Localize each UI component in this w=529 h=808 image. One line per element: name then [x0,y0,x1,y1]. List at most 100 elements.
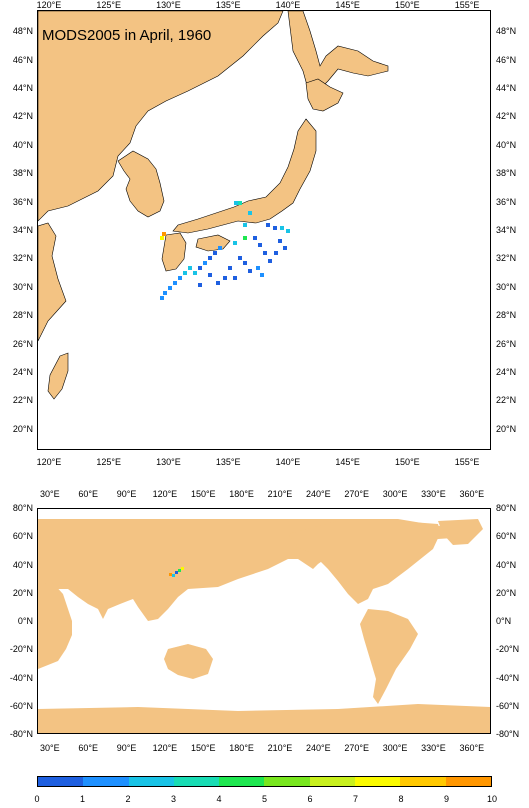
lat-tick-right: 36°N [496,196,517,207]
lat-tick-right: 38°N [496,168,517,179]
global-lon-tick-bottom: 300°E [382,743,408,753]
global-lon-tick-top: 360°E [459,489,485,499]
global-observation-cells [169,567,184,577]
global-lon-tick-bottom: 330°E [421,743,446,753]
global-lon-tick-bottom: 30°E [39,743,60,753]
lat-tick-left: 24°N [12,366,33,377]
global-lon-tick-bottom: 240°E [306,743,331,753]
land-australia [164,644,213,679]
land-south-america [360,609,418,704]
global-lon-tick-bottom: 360°E [459,743,485,753]
colorbar-tick-label: 9 [443,794,449,804]
lon-tick-top: 140°E [275,0,301,10]
global-map-canvas [38,519,490,733]
colorbar-tick-label: 1 [79,794,85,804]
global-lat-tick-left: -80°N [9,729,33,739]
global-lat-tick-right: 80°N [496,503,517,513]
global-lat-tick-right: 40°N [496,559,517,570]
lat-tick-left: 44°N [12,83,33,94]
land-greenland [438,519,483,545]
lon-tick-bottom: 130°E [156,457,181,467]
lat-tick-left: 46°N [12,54,33,65]
map-title: MODS2005 in April, 1960 [42,27,212,44]
global-lat-tick-right: 60°N [496,531,517,542]
lat-tick-left: 30°N [12,281,33,292]
global-lat-tick-left: 40°N [12,559,33,570]
colorbar-segment [264,777,310,786]
lon-tick-top: 155°E [454,0,480,10]
global-lon-tick-top: 300°E [382,489,408,499]
land-honshu [172,118,317,234]
lat-tick-left: 34°N [12,225,33,235]
regional-map-panel: MODS2005 in April, 1960 [37,10,491,450]
global-lat-tick-right: 20°N [496,587,517,598]
lon-tick-bottom: 120°E [36,457,62,467]
lon-tick-top: 150°E [395,0,420,10]
global-lon-tick-bottom: 270°E [344,743,370,753]
land-antarctica [38,704,490,733]
colorbar-tick-label: 5 [261,794,267,804]
global-lat-tick-left: 60°N [12,531,33,542]
lon-tick-top: 145°E [335,0,360,10]
land-shikoku [195,234,231,252]
global-lat-tick-left: 20°N [12,587,33,598]
lat-tick-left: 20°N [12,423,33,434]
global-lat-tick-left: -60°N [9,700,33,711]
colorbar-tick-label: 4 [216,794,222,804]
land-africa [38,583,72,669]
land-russia-far-east [287,10,389,92]
colorbar-tick-label: 0 [34,794,40,804]
lat-tick-left: 22°N [12,395,33,406]
regional-map-canvas [37,10,389,400]
colorbar-segment [445,777,491,786]
global-lon-tick-bottom: 180°E [229,743,254,753]
lon-tick-top: 120°E [36,0,62,10]
lat-tick-right: 24°N [496,366,517,377]
colorbar-segment [83,777,129,786]
lat-tick-left: 38°N [12,168,33,179]
colorbar-tick-label: 10 [486,794,497,804]
colorbar-segment [309,777,356,786]
colorbar-tick-label: 7 [352,794,358,804]
lon-tick-bottom: 155°E [454,457,480,467]
land-china-coast [37,222,67,342]
global-lat-tick-right: -40°N [496,672,520,683]
land-asia-mainland [37,10,284,222]
lat-tick-left: 40°N [12,139,33,150]
lon-tick-top: 130°E [156,0,181,10]
lat-tick-right: 42°N [496,111,517,122]
land-hokkaido [305,78,344,112]
lat-tick-left: 36°N [12,196,33,207]
colorbar-tick-label: 2 [125,794,131,804]
land-korea [117,150,165,218]
global-lon-tick-top: 120°E [152,489,178,499]
lon-tick-bottom: 140°E [275,457,301,467]
global-lat-tick-left: -20°N [9,644,33,655]
colorbar-segment [400,777,446,786]
global-lat-tick-left: -40°N [9,672,33,683]
lat-tick-right: 28°N [496,310,517,321]
land-north-america [288,521,440,604]
colorbar-segment [219,777,265,786]
colorbar-tick-label: 8 [398,794,404,804]
lat-tick-right: 32°N [496,253,517,264]
lon-tick-top: 135°E [215,0,241,10]
global-lat-tick-right: -80°N [496,729,520,739]
lat-tick-left: 32°N [12,253,33,264]
lat-tick-right: 44°N [496,83,517,94]
global-lon-tick-bottom: 150°E [190,743,216,753]
colorbar-segment [128,777,174,786]
global-lat-tick-right: -20°N [496,644,520,655]
observation-cells [160,201,290,300]
lat-tick-left: 28°N [12,310,33,321]
colorbar-segment [38,777,84,786]
lat-tick-right: 34°N [496,225,517,235]
global-lat-tick-right: 0°N [496,616,512,626]
lat-tick-right: 20°N [496,423,517,434]
global-lon-tick-top: 30°E [39,489,60,499]
lat-tick-right: 22°N [496,395,517,406]
global-lon-tick-top: 240°E [306,489,331,499]
land-kyushu [161,232,187,272]
lat-tick-left: 48°N [12,26,33,37]
global-lon-tick-top: 330°E [421,489,446,499]
